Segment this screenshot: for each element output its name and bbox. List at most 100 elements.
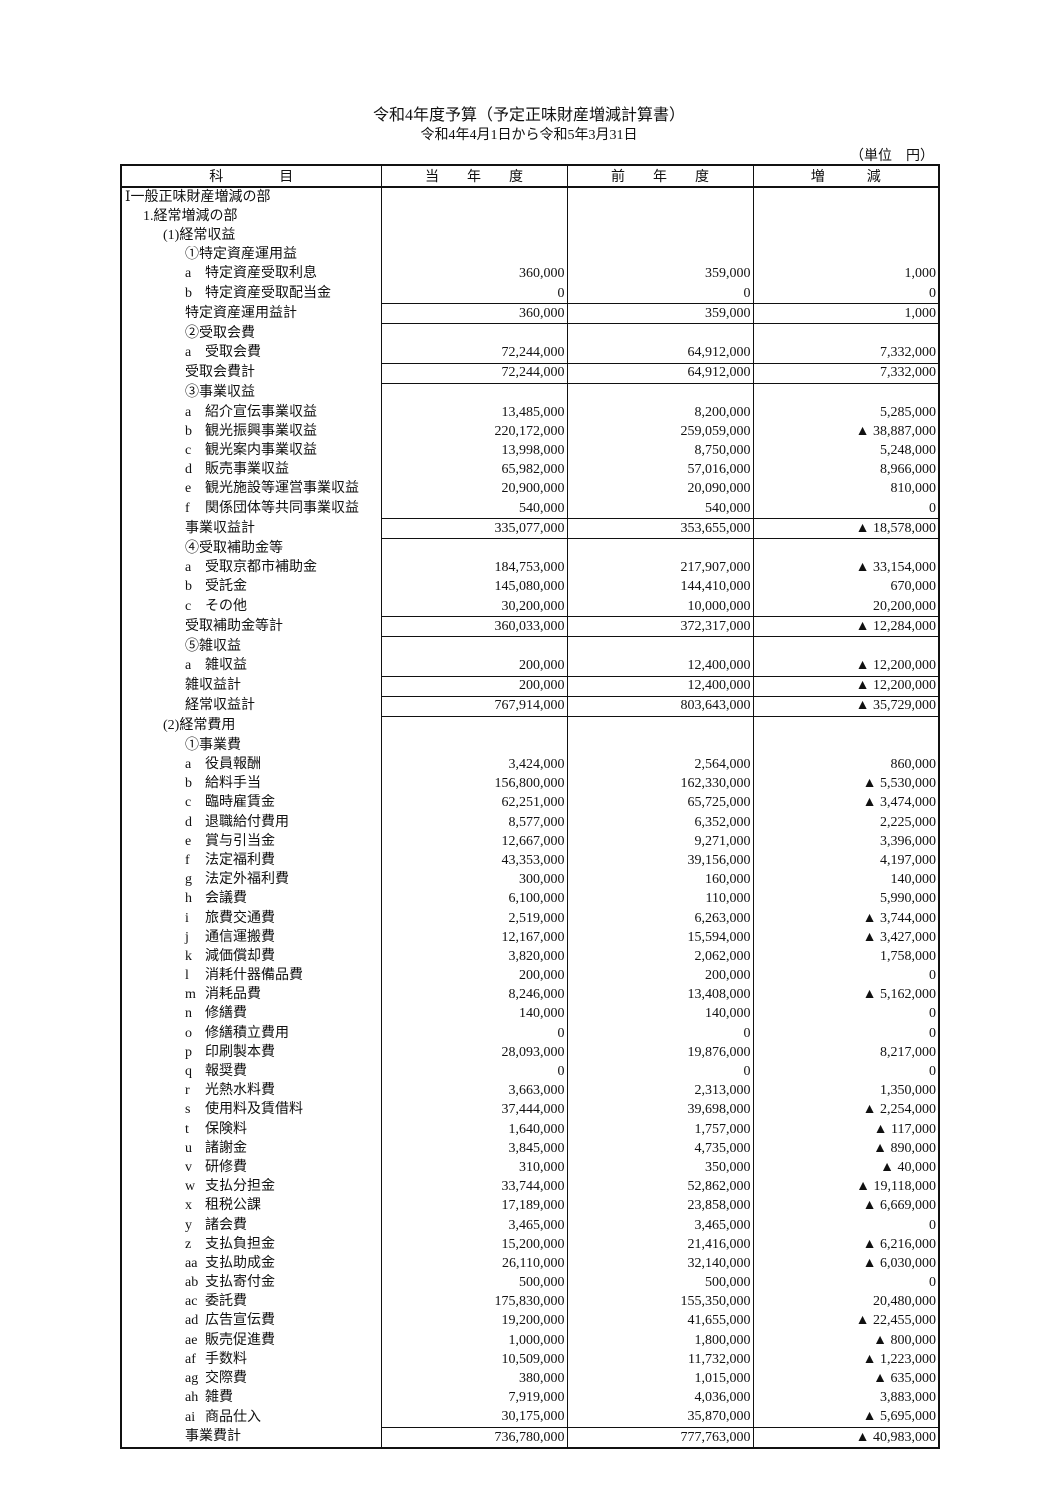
- account-label: 支払分担金: [205, 1179, 275, 1195]
- change-cell: ▲ 12,284,000: [752, 616, 940, 638]
- account-label: 雑収益計: [185, 678, 241, 694]
- current-year-cell: [380, 636, 568, 657]
- previous-year-cell: 144,410,000: [566, 577, 754, 597]
- current-year-cell: 30,175,000: [380, 1407, 568, 1428]
- previous-year-cell: 8,750,000: [566, 441, 754, 461]
- previous-year-cell: 4,036,000: [566, 1388, 754, 1408]
- item-code: c: [185, 795, 192, 811]
- account-cell: ⑤雑収益: [121, 637, 381, 657]
- previous-year-cell: 500,000: [566, 1273, 754, 1293]
- previous-year-cell: [566, 226, 754, 246]
- change-cell: 1,350,000: [752, 1081, 940, 1101]
- item-code: j: [185, 929, 189, 945]
- table-row: h 会議費 6,100,000 110,000 5,990,000: [121, 889, 940, 909]
- account-cell: 特定資産運用益計: [121, 304, 381, 324]
- previous-year-cell: 803,643,000: [566, 695, 754, 718]
- change-cell: 20,200,000: [752, 596, 940, 617]
- item-code: a: [185, 404, 192, 420]
- table-row: ac 委託費 175,830,000 155,350,000 20,480,000: [121, 1292, 940, 1312]
- previous-year-cell: 64,912,000: [566, 343, 754, 364]
- table-row: w 支払分担金 33,744,000 52,862,000 ▲ 19,118,000: [121, 1177, 940, 1197]
- previous-year-cell: 1,757,000: [566, 1120, 754, 1140]
- table-row: a 役員報酬 3,424,000 2,564,000 860,000: [121, 755, 940, 775]
- account-label: ①事業費: [185, 737, 241, 753]
- account-cell: b 受託金: [121, 578, 381, 597]
- account-cell: q 報奨費: [121, 1062, 381, 1081]
- current-year-cell: [380, 323, 568, 344]
- account-cell: a 受取会費: [121, 344, 381, 364]
- change-cell: 7,332,000: [752, 362, 940, 384]
- total-row: 雑収益計 200,000 12,400,000 ▲ 12,200,000: [121, 675, 940, 697]
- current-year-cell: 335,077,000: [380, 518, 568, 540]
- account-label: 1.経常増減の部: [143, 208, 238, 224]
- account-label: 修繕費: [205, 1006, 247, 1022]
- account-label: 報奨費: [205, 1064, 247, 1080]
- account-cell: a 紹介宣伝事業収益: [121, 403, 381, 422]
- account-cell: af 手数料: [121, 1350, 381, 1369]
- account-label: 広告宣伝費: [205, 1313, 275, 1329]
- table-row: j 通信運搬費 12,167,000 15,594,000 ▲ 3,427,000: [121, 928, 940, 948]
- table-row: af 手数料 10,509,000 11,732,000 ▲ 1,223,000: [121, 1350, 940, 1370]
- change-cell: [752, 245, 940, 265]
- previous-year-cell: 2,564,000: [566, 755, 754, 775]
- previous-year-cell: 23,858,000: [566, 1196, 754, 1216]
- current-year-cell: 540,000: [380, 499, 568, 519]
- change-cell: ▲ 18,578,000: [752, 518, 940, 540]
- table-row: x 租税公課 17,189,000 23,858,000 ▲ 6,669,000: [121, 1196, 940, 1216]
- table-row: a 雑収益 200,000 12,400,000 ▲ 12,200,000: [121, 656, 940, 677]
- table-row: Ⅰ一般正味財産増減の部: [121, 187, 940, 208]
- current-year-cell: 62,251,000: [380, 793, 568, 813]
- account-label: 雑収益: [205, 658, 247, 674]
- table-row: l 消耗什器備品費 200,000 200,000 0: [121, 966, 940, 986]
- account-cell: n 修繕費: [121, 1005, 381, 1024]
- account-cell: ae 販売促進費: [121, 1331, 381, 1350]
- account-cell: a 特定資産受取利息: [121, 265, 381, 284]
- previous-year-cell: 6,263,000: [566, 908, 754, 929]
- account-cell: e 観光施設等運営事業収益: [121, 480, 381, 499]
- change-cell: 670,000: [752, 577, 940, 597]
- table-row: i 旅費交通費 2,519,000 6,263,000 ▲ 3,744,000: [121, 908, 940, 929]
- current-year-cell: 7,919,000: [380, 1388, 568, 1408]
- change-cell: 1,000: [752, 303, 940, 325]
- table-row: p 印刷製本費 28,093,000 19,876,000 8,217,000: [121, 1043, 940, 1063]
- table-row: d 販売事業収益 65,982,000 57,016,000 8,966,000: [121, 460, 940, 480]
- account-cell: c その他: [121, 597, 381, 617]
- account-cell: ①事業費: [121, 736, 381, 755]
- current-year-cell: 26,110,000: [380, 1254, 568, 1274]
- previous-year-cell: 64,912,000: [566, 362, 754, 384]
- current-year-cell: 72,244,000: [380, 343, 568, 364]
- change-cell: ▲ 12,200,000: [752, 675, 940, 697]
- table-row: ④受取補助金等: [121, 538, 940, 559]
- current-year-cell: [380, 383, 568, 404]
- table-row: u 諸謝金 3,845,000 4,735,000 ▲ 890,000: [121, 1139, 940, 1159]
- item-code: h: [185, 891, 192, 907]
- current-year-cell: 300,000: [380, 870, 568, 890]
- item-code: r: [185, 1083, 190, 1099]
- previous-year-cell: 19,876,000: [566, 1043, 754, 1063]
- table-row: q 報奨費 0 0 0: [121, 1062, 940, 1082]
- account-cell: b 給料手当: [121, 775, 381, 794]
- previous-year-cell: 0: [566, 1024, 754, 1044]
- current-year-cell: [380, 716, 568, 737]
- change-cell: ▲ 6,030,000: [752, 1254, 940, 1274]
- change-cell: ▲ 3,744,000: [752, 908, 940, 929]
- current-year-cell: 10,509,000: [380, 1350, 568, 1370]
- current-year-cell: 200,000: [380, 656, 568, 677]
- previous-year-cell: 162,330,000: [566, 774, 754, 794]
- previous-year-cell: 15,594,000: [566, 928, 754, 948]
- document-title: 令和4年度予算（予定正味財産増減計算書）: [372, 107, 685, 124]
- current-year-cell: 500,000: [380, 1273, 568, 1293]
- current-year-cell: 3,820,000: [380, 947, 568, 967]
- total-row: 受取補助金等計 360,033,000 372,317,000 ▲ 12,284,00…: [121, 616, 940, 638]
- current-year-cell: 200,000: [380, 675, 568, 697]
- table-row: f 法定福利費 43,353,000 39,156,000 4,197,000: [121, 851, 940, 871]
- item-code: d: [185, 462, 192, 478]
- account-cell: u 諸謝金: [121, 1139, 381, 1158]
- change-cell: ▲ 19,118,000: [752, 1177, 940, 1197]
- account-label: ①特定資産運用益: [185, 247, 297, 263]
- change-cell: [752, 716, 940, 737]
- current-year-cell: 17,189,000: [380, 1196, 568, 1216]
- table-row: b 給料手当 156,800,000 162,330,000 ▲ 5,530,000: [121, 774, 940, 794]
- previous-year-cell: 259,059,000: [566, 422, 754, 442]
- table-row: c その他 30,200,000 10,000,000 20,200,000: [121, 596, 940, 617]
